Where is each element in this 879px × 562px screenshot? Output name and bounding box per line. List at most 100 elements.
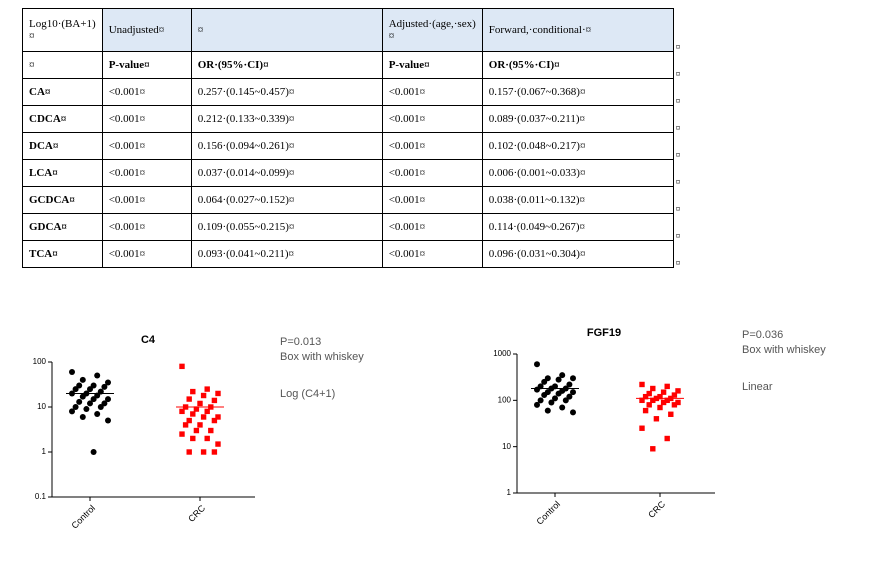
annotation: Box with whiskey	[742, 344, 826, 356]
table-cell: 0.156·(0.094~0.261)¤	[190, 132, 383, 160]
data-point	[105, 417, 111, 424]
data-point	[97, 404, 104, 410]
table-row: CA¤ <0.001¤ 0.257·(0.145~0.457)¤ <0.001¤ 0.1…	[22, 78, 683, 106]
table-cell: <0.001¤	[101, 105, 192, 133]
data-point	[79, 393, 86, 400]
data-point	[534, 401, 540, 408]
data-point	[72, 386, 79, 393]
table-cell: 0.038·(0.011~0.132)¤	[481, 186, 674, 214]
table-cell: 0.037·(0.014~0.099)¤	[190, 159, 383, 187]
data-point	[541, 378, 548, 385]
data-point	[190, 435, 196, 442]
data-point	[215, 441, 221, 447]
data-point	[639, 381, 645, 388]
table-cell: ¤	[22, 51, 103, 79]
table-cell: TCA¤	[22, 240, 103, 268]
data-point	[208, 427, 214, 434]
table-row: GDCA¤ <0.001¤ 0.109·(0.055~0.215)¤ <0.001¤ 0…	[22, 213, 683, 241]
data-point	[642, 393, 649, 400]
data-point	[552, 395, 558, 402]
data-point	[668, 411, 674, 417]
chart-title: C4	[141, 334, 156, 346]
data-point	[544, 407, 551, 414]
table-cell: 0.096·(0.031~0.304)¤	[481, 240, 674, 268]
data-point	[204, 386, 210, 392]
data-point	[671, 392, 678, 398]
data-point	[653, 416, 660, 422]
data-point	[657, 404, 663, 411]
table-cell: 0.102·(0.048~0.217)¤	[481, 132, 674, 160]
data-point	[179, 408, 185, 415]
data-point	[182, 422, 189, 428]
data-point	[186, 417, 192, 424]
y-tick-label: 1000	[493, 349, 511, 358]
data-point	[69, 368, 75, 375]
data-point	[642, 407, 649, 414]
table-cell: Adjusted·(age,·sex)¤	[381, 8, 483, 52]
data-point	[76, 398, 83, 405]
data-point	[650, 446, 656, 452]
data-point	[664, 383, 670, 390]
x-tick-label: Control	[70, 503, 98, 531]
y-tick-label: 10	[37, 402, 46, 411]
results-table: Log10·(BA+1)¤ Unadjusted¤ ¤ Adjusted·(age,·…	[22, 8, 683, 268]
table-cell: 0.114·(0.049~0.267)¤	[481, 213, 674, 241]
y-tick-label: 0.1	[35, 492, 47, 501]
annotation: Log (C4+1)	[280, 388, 335, 400]
table-cell: OR·(95%·CI)¤	[481, 51, 674, 79]
table-cell: <0.001¤	[101, 159, 192, 187]
annotation: Linear	[742, 381, 773, 393]
data-point	[200, 449, 207, 455]
data-point	[200, 414, 207, 420]
table-cell: <0.001¤	[381, 132, 483, 160]
data-point	[555, 376, 562, 383]
annotation: P=0.036	[742, 329, 783, 341]
table-cell: Forward,·conditional·¤	[481, 8, 674, 52]
data-point	[83, 406, 90, 413]
table-cell: <0.001¤	[101, 213, 192, 241]
data-point	[664, 397, 670, 404]
data-point	[186, 449, 192, 455]
table-cell: Log10·(BA+1)¤	[22, 8, 103, 52]
annotation: Box with whiskey	[280, 351, 364, 363]
data-point	[79, 413, 86, 420]
table-cell: CA¤	[22, 78, 103, 106]
data-point	[193, 427, 200, 434]
table-cell: 0.109·(0.055~0.215)¤	[190, 213, 383, 241]
table-cell: 0.006·(0.001~0.033)¤	[481, 159, 674, 187]
table-cell: P-value¤	[101, 51, 192, 79]
data-point	[105, 396, 111, 403]
data-point	[566, 393, 573, 400]
table-cell: <0.001¤	[101, 240, 192, 268]
data-point	[186, 396, 192, 402]
data-point	[94, 372, 101, 379]
data-point	[570, 389, 576, 396]
table-row: CDCA¤ <0.001¤ 0.212·(0.133~0.339)¤ <0.001¤ 0…	[22, 105, 683, 133]
data-point	[90, 449, 97, 455]
table-cell: ¤	[190, 8, 383, 52]
row-end-mark: ¤	[675, 68, 681, 79]
row-end-mark: ¤	[675, 41, 681, 52]
data-point	[87, 386, 93, 393]
data-point	[555, 390, 562, 397]
data-point	[215, 390, 221, 397]
row-end-mark: ¤	[675, 257, 681, 268]
data-point	[675, 388, 681, 394]
chart-title: FGF19	[587, 327, 621, 339]
table-cell: OR·(95%·CI)¤	[190, 51, 383, 79]
data-point	[671, 402, 678, 408]
data-point	[562, 397, 569, 404]
table-cell: <0.001¤	[101, 186, 192, 214]
table-cell: 0.089·(0.037~0.211)¤	[481, 105, 674, 133]
y-tick-label: 100	[498, 395, 512, 404]
y-tick-label: 100	[33, 357, 47, 366]
data-point	[211, 449, 218, 455]
data-point	[660, 399, 667, 406]
data-point	[197, 422, 203, 428]
data-point	[72, 404, 79, 410]
table-row: Log10·(BA+1)¤ Unadjusted¤ ¤ Adjusted·(age,·…	[22, 8, 683, 52]
data-point	[657, 393, 663, 400]
x-tick-label: CRC	[186, 503, 207, 524]
data-point	[105, 379, 111, 386]
